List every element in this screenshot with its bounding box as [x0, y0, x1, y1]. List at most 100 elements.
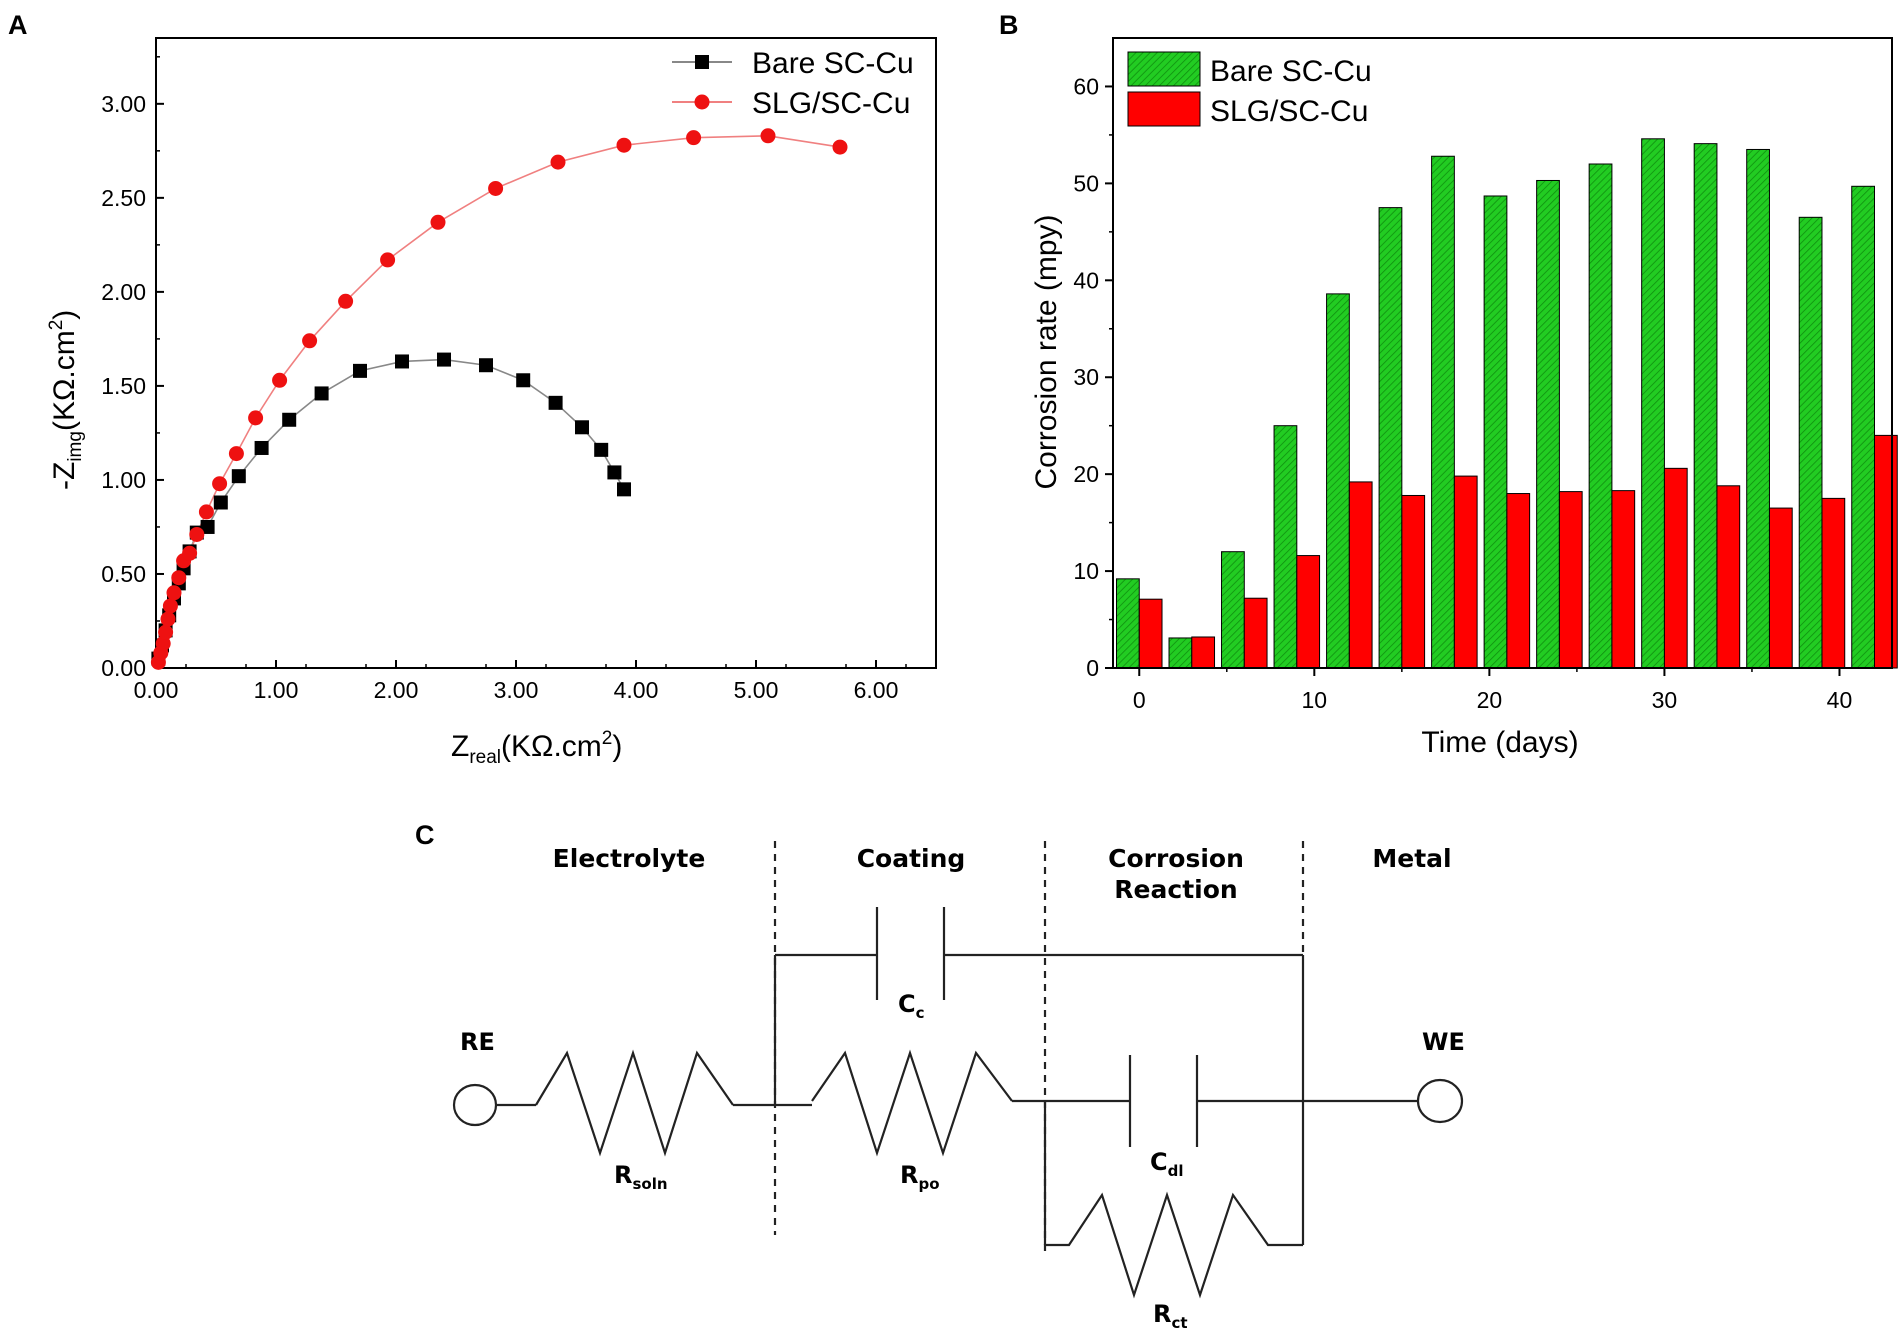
x-tick-label-a: 1.00	[254, 677, 299, 703]
bar-slg	[1506, 493, 1531, 669]
data-point-slg	[155, 636, 171, 652]
bar-bare	[1693, 143, 1718, 669]
bar-bare	[1483, 195, 1508, 669]
data-point-slg	[228, 446, 244, 462]
bar-slg	[1453, 475, 1478, 669]
panel-label-c: C	[415, 820, 435, 850]
r-ct-resistor	[1045, 1191, 1303, 1299]
data-point-slg	[198, 504, 214, 520]
data-point-slg	[302, 333, 318, 349]
data-point-bare	[213, 495, 228, 510]
data-point-slg	[182, 545, 198, 561]
legend-b: Bare SC-Cu SLG/SC-Cu	[1127, 51, 1372, 128]
y-tick-label-a: 0.00	[101, 655, 146, 681]
x-tick-label-a: 6.00	[854, 677, 899, 703]
y-tick-label-b: 30	[1073, 364, 1099, 390]
y-tick-label-b: 40	[1073, 267, 1099, 293]
r-soln-label: Rsoln	[614, 1161, 668, 1193]
bar-bare	[1116, 578, 1140, 669]
re-label: RE	[460, 1028, 495, 1056]
panel-label-b: B	[999, 10, 1019, 40]
nyquist-chart: 0.00 1.00 2.00 3.00 4.00 5.00 6.00 0.00 0.50 1.00…	[46, 37, 937, 768]
data-point-bare	[479, 358, 493, 373]
data-point-slg	[166, 585, 182, 601]
data-point-slg	[686, 130, 702, 146]
x-tick-label-b: 20	[1477, 687, 1503, 713]
bar-slg	[1663, 467, 1688, 669]
data-point-slg	[550, 154, 566, 170]
plot-frame-a	[155, 37, 937, 669]
x-axis-label-a: Zreal(KΩ.cm2)	[451, 728, 622, 768]
y-tick-label-a: 0.50	[101, 561, 146, 587]
plot-frame-b	[1112, 37, 1893, 669]
bar-slg	[1138, 598, 1163, 669]
r-po-label: Rpo	[900, 1161, 940, 1193]
bar-bare	[1221, 551, 1245, 669]
data-point-bare	[231, 469, 246, 484]
bar-bare	[1431, 155, 1455, 669]
re-terminal	[452, 1083, 498, 1127]
bar-slg	[1558, 491, 1583, 669]
data-point-slg	[189, 526, 205, 542]
y-tick-label-a: 2.50	[101, 185, 146, 211]
x-tick-label-b: 30	[1652, 687, 1678, 713]
y-tick-label-a: 1.00	[101, 467, 146, 493]
c-c-label: Cc	[898, 990, 925, 1022]
data-point-bare	[437, 352, 451, 367]
bar-slg	[1716, 485, 1741, 669]
data-point-slg	[488, 180, 504, 196]
y-tick-label-b: 50	[1073, 170, 1099, 196]
bar-slg	[1348, 481, 1373, 669]
legend-marker-bare	[695, 55, 709, 69]
we-label: WE	[1422, 1028, 1465, 1056]
legend-label-bare-b: Bare SC-Cu	[1210, 55, 1372, 88]
data-point-slg	[338, 293, 354, 309]
r-po-resistor	[811, 1049, 1013, 1157]
bar-bare	[1798, 216, 1823, 669]
legend-label-bare: Bare SC-Cu	[752, 47, 914, 80]
bar-slg	[1873, 434, 1898, 669]
y-tick-label-b: 0	[1086, 655, 1099, 681]
data-point-bare	[575, 420, 589, 435]
header-corrosion: Corrosion	[1108, 844, 1244, 873]
x-tick-label-a: 5.00	[734, 677, 779, 703]
x-tick-label-b: 0	[1133, 687, 1146, 713]
legend-a: Bare SC-Cu SLG/SC-Cu	[672, 47, 914, 120]
data-point-bare	[548, 395, 563, 410]
y-tick-label-a: 1.50	[101, 373, 146, 399]
x-tick-label-b: 10	[1302, 687, 1328, 713]
bar-bare	[1326, 293, 1350, 669]
bar-bare	[1168, 637, 1193, 669]
y-tick-label-b: 60	[1073, 73, 1099, 99]
legend-label-slg: SLG/SC-Cu	[752, 87, 910, 120]
x-tick-label-a: 4.00	[614, 677, 659, 703]
bar-bare	[1851, 185, 1875, 669]
panel-label-a: A	[8, 10, 28, 40]
header-metal: Metal	[1372, 844, 1451, 873]
r-ct-label: Rct	[1153, 1300, 1188, 1329]
data-point-slg	[160, 611, 176, 627]
bar-bare	[1588, 163, 1613, 669]
data-point-slg	[171, 570, 187, 586]
data-point-slg	[760, 128, 776, 144]
r-soln-resistor	[535, 1049, 734, 1157]
data-point-bare	[353, 363, 367, 378]
data-point-bare	[594, 442, 609, 457]
data-point-slg	[832, 139, 848, 155]
legend-marker-slg	[694, 94, 710, 110]
header-electrolyte: Electrolyte	[553, 844, 706, 873]
data-point-bare	[282, 412, 297, 427]
data-point-bare	[395, 354, 409, 369]
data-point-slg	[616, 137, 632, 153]
data-point-slg	[162, 598, 178, 614]
data-point-slg	[212, 476, 228, 492]
bar-slg	[1191, 636, 1216, 669]
series-line-1	[155, 134, 841, 669]
data-point-slg	[430, 214, 446, 230]
bar-slg	[1768, 507, 1793, 669]
we-terminal	[1416, 1078, 1464, 1124]
legend-swatch-bare	[1127, 51, 1201, 87]
y-tick-label-b: 10	[1073, 558, 1099, 584]
legend-label-slg-b: SLG/SC-Cu	[1210, 95, 1368, 128]
